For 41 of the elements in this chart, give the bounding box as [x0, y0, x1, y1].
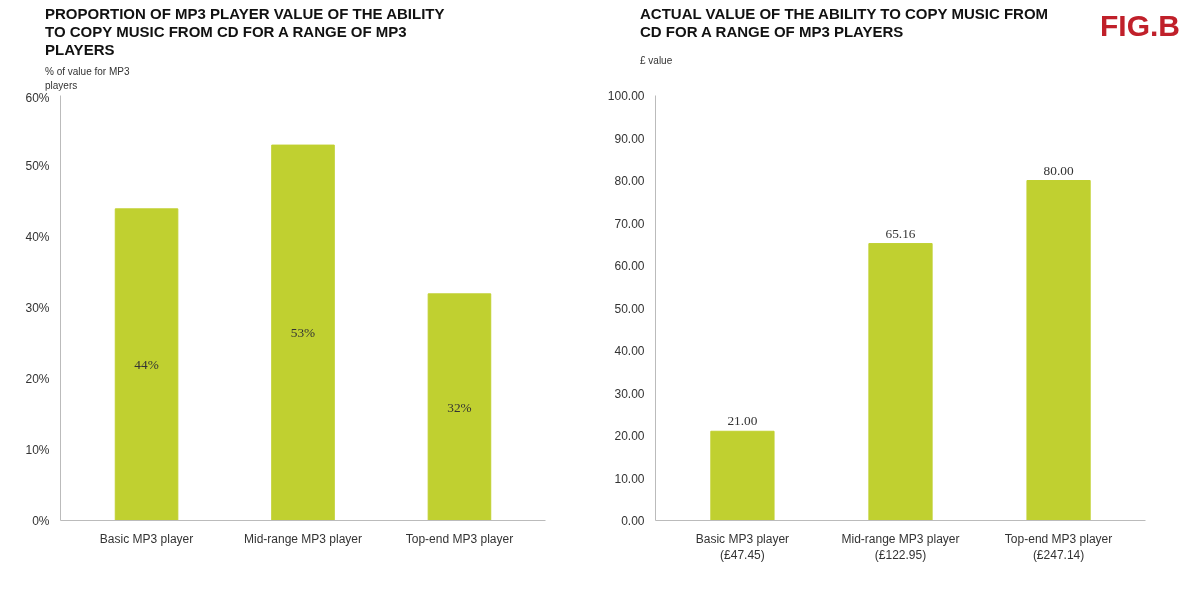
data-label: 65.16 [885, 225, 916, 241]
text: FIG.B [1100, 8, 1180, 44]
y-tick-label: 80.00 [614, 174, 645, 188]
data-label: 80.00 [1043, 162, 1074, 178]
y-axis-title: % of value for MP3 players [45, 65, 131, 93]
y-tick-label: 40.00 [614, 344, 645, 358]
x-tick-label: Basic MP3 player [99, 531, 194, 546]
x-tick-label: Mid-range MP3 player (£122.95) [841, 531, 960, 563]
y-tick-label: 60.00 [614, 259, 645, 273]
bar [114, 208, 179, 521]
bar [271, 144, 335, 521]
y-tick-label: 70.00 [614, 216, 645, 231]
chart-title: ACTUAL VALUE OF THE ABILITY TO COPY MUSIC FROM CD FOR A RANGE OF MP3 PLAYERS [640, 5, 1050, 42]
y-tick-label: 0% [32, 513, 50, 528]
y-tick-label: 100.00 [607, 89, 645, 103]
y-tick-label: 30.00 [614, 386, 645, 401]
y-tick-label: 90.00 [614, 131, 645, 146]
chart-title: PROPORTION OF MP3 PLAYER VALUE OF THE ABILITY TO COPY MUSIC FROM CD FOR A RANGE OF MP3 PLAYERS [45, 5, 446, 59]
x-tick-label: Top-end MP3 player [405, 531, 514, 546]
data-label: 21.00 [727, 413, 758, 429]
bar [868, 243, 933, 521]
y-tick-label: 10.00 [614, 471, 645, 486]
bar [710, 430, 775, 521]
data-label: 32% [447, 399, 472, 415]
x-tick-label: Top-end MP3 player (£247.14) [1004, 531, 1113, 563]
y-tick-label: 50% [25, 159, 50, 174]
y-tick-label: 20.00 [614, 429, 645, 443]
bar [427, 293, 492, 521]
y-tick-label: 0.00 [621, 514, 645, 528]
y-tick-label: 10% [25, 442, 50, 457]
data-label: 44% [134, 357, 159, 373]
bar [1026, 180, 1091, 521]
data-label: 53% [290, 325, 316, 341]
y-tick-label: 60% [25, 90, 50, 105]
x-tick-label: Basic MP3 player (£47.45) [695, 531, 790, 563]
y-axis-title: £ value [640, 53, 674, 68]
y-tick-label: 20% [25, 371, 50, 386]
x-tick-label: Mid-range MP3 player [243, 531, 363, 546]
y-tick-label: 30% [25, 301, 50, 315]
y-tick-label: 50.00 [614, 301, 645, 316]
y-tick-label: 40% [25, 230, 50, 245]
